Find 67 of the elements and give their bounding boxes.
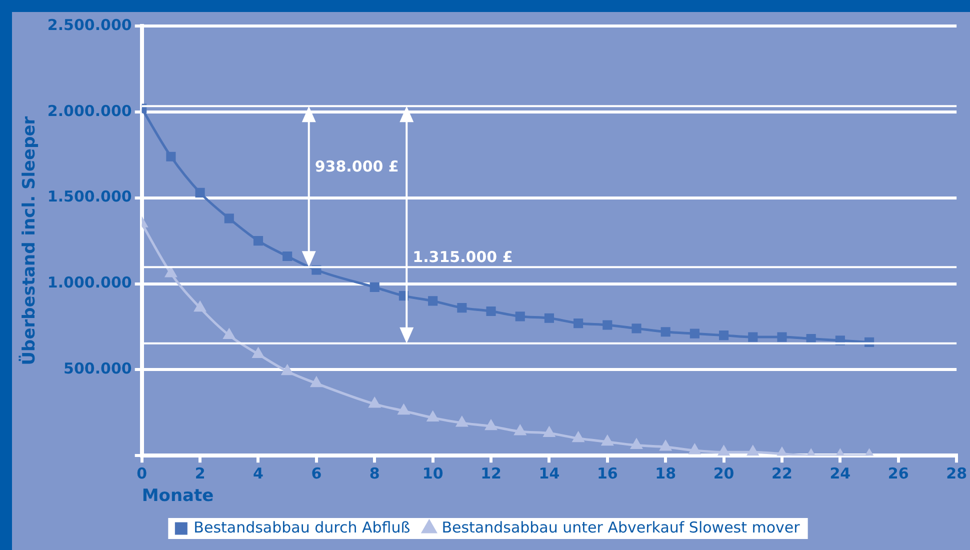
x-tick-label: 20: [713, 464, 734, 482]
point: [457, 303, 467, 313]
x-tick-label: 24: [830, 464, 851, 482]
point: [253, 236, 264, 246]
y-tick-label: 500.000: [64, 360, 132, 378]
point: [514, 425, 526, 436]
point: [806, 334, 816, 344]
x-tick-label: 14: [538, 464, 560, 482]
point: [544, 313, 554, 323]
point: [195, 188, 205, 198]
point: [515, 312, 525, 322]
point: [224, 214, 234, 224]
point: [718, 446, 730, 456]
y-tick-label: 1.500.000: [47, 188, 132, 206]
point: [690, 328, 700, 338]
point: [252, 348, 264, 358]
point: [398, 404, 410, 415]
x-tick-label: 2: [194, 464, 206, 482]
x-tick-label: 26: [888, 464, 909, 482]
point: [572, 432, 584, 442]
point: [602, 320, 612, 330]
annotation: 1.315.000 £: [412, 248, 513, 266]
point: [574, 318, 584, 328]
point: [165, 267, 177, 278]
point: [310, 377, 322, 388]
y-axis-title: Überbestand incl. Sleeper: [18, 116, 40, 366]
point: [747, 446, 758, 456]
point: [166, 152, 176, 162]
point: [630, 439, 642, 450]
point: [456, 416, 468, 427]
legend-label: Bestandsabbau durch Abfluß: [194, 518, 410, 536]
point: [660, 327, 670, 337]
point: [719, 330, 729, 340]
x-tick-label: 8: [369, 464, 380, 482]
point: [632, 324, 642, 334]
point: [486, 306, 496, 316]
point: [282, 251, 292, 262]
point: [427, 412, 438, 422]
point: [544, 427, 555, 438]
point: [224, 329, 235, 340]
point: [370, 282, 380, 292]
point: [660, 440, 672, 451]
point: [748, 332, 758, 342]
y-tick-label: 1.000.000: [47, 274, 132, 292]
x-tick-label: 22: [772, 464, 792, 482]
point: [689, 444, 700, 454]
x-tick-label: 12: [480, 464, 502, 482]
point: [777, 332, 787, 342]
point: [194, 302, 206, 312]
x-tick-label: 16: [596, 464, 618, 482]
x-tick-label: 28: [946, 464, 967, 482]
x-tick-label: 0: [136, 464, 148, 482]
point: [602, 436, 613, 446]
point: [369, 398, 380, 408]
point: [485, 420, 497, 430]
x-tick-label: 10: [422, 464, 444, 482]
x-axis-title: Monate: [142, 486, 214, 506]
y-tick-label: 2.000.000: [47, 102, 132, 120]
y-tick-label: 2.500.000: [47, 16, 132, 34]
legend-label: Bestandsabbau unter Abverkauf Slowest mover: [442, 518, 801, 536]
annotation: 938.000 £: [314, 158, 399, 176]
point: [282, 365, 293, 376]
x-tick-label: 6: [311, 464, 322, 482]
point: [428, 296, 438, 306]
point: [776, 448, 788, 456]
x-tick-label: 18: [655, 464, 676, 482]
x-tick-label: 4: [253, 464, 264, 482]
